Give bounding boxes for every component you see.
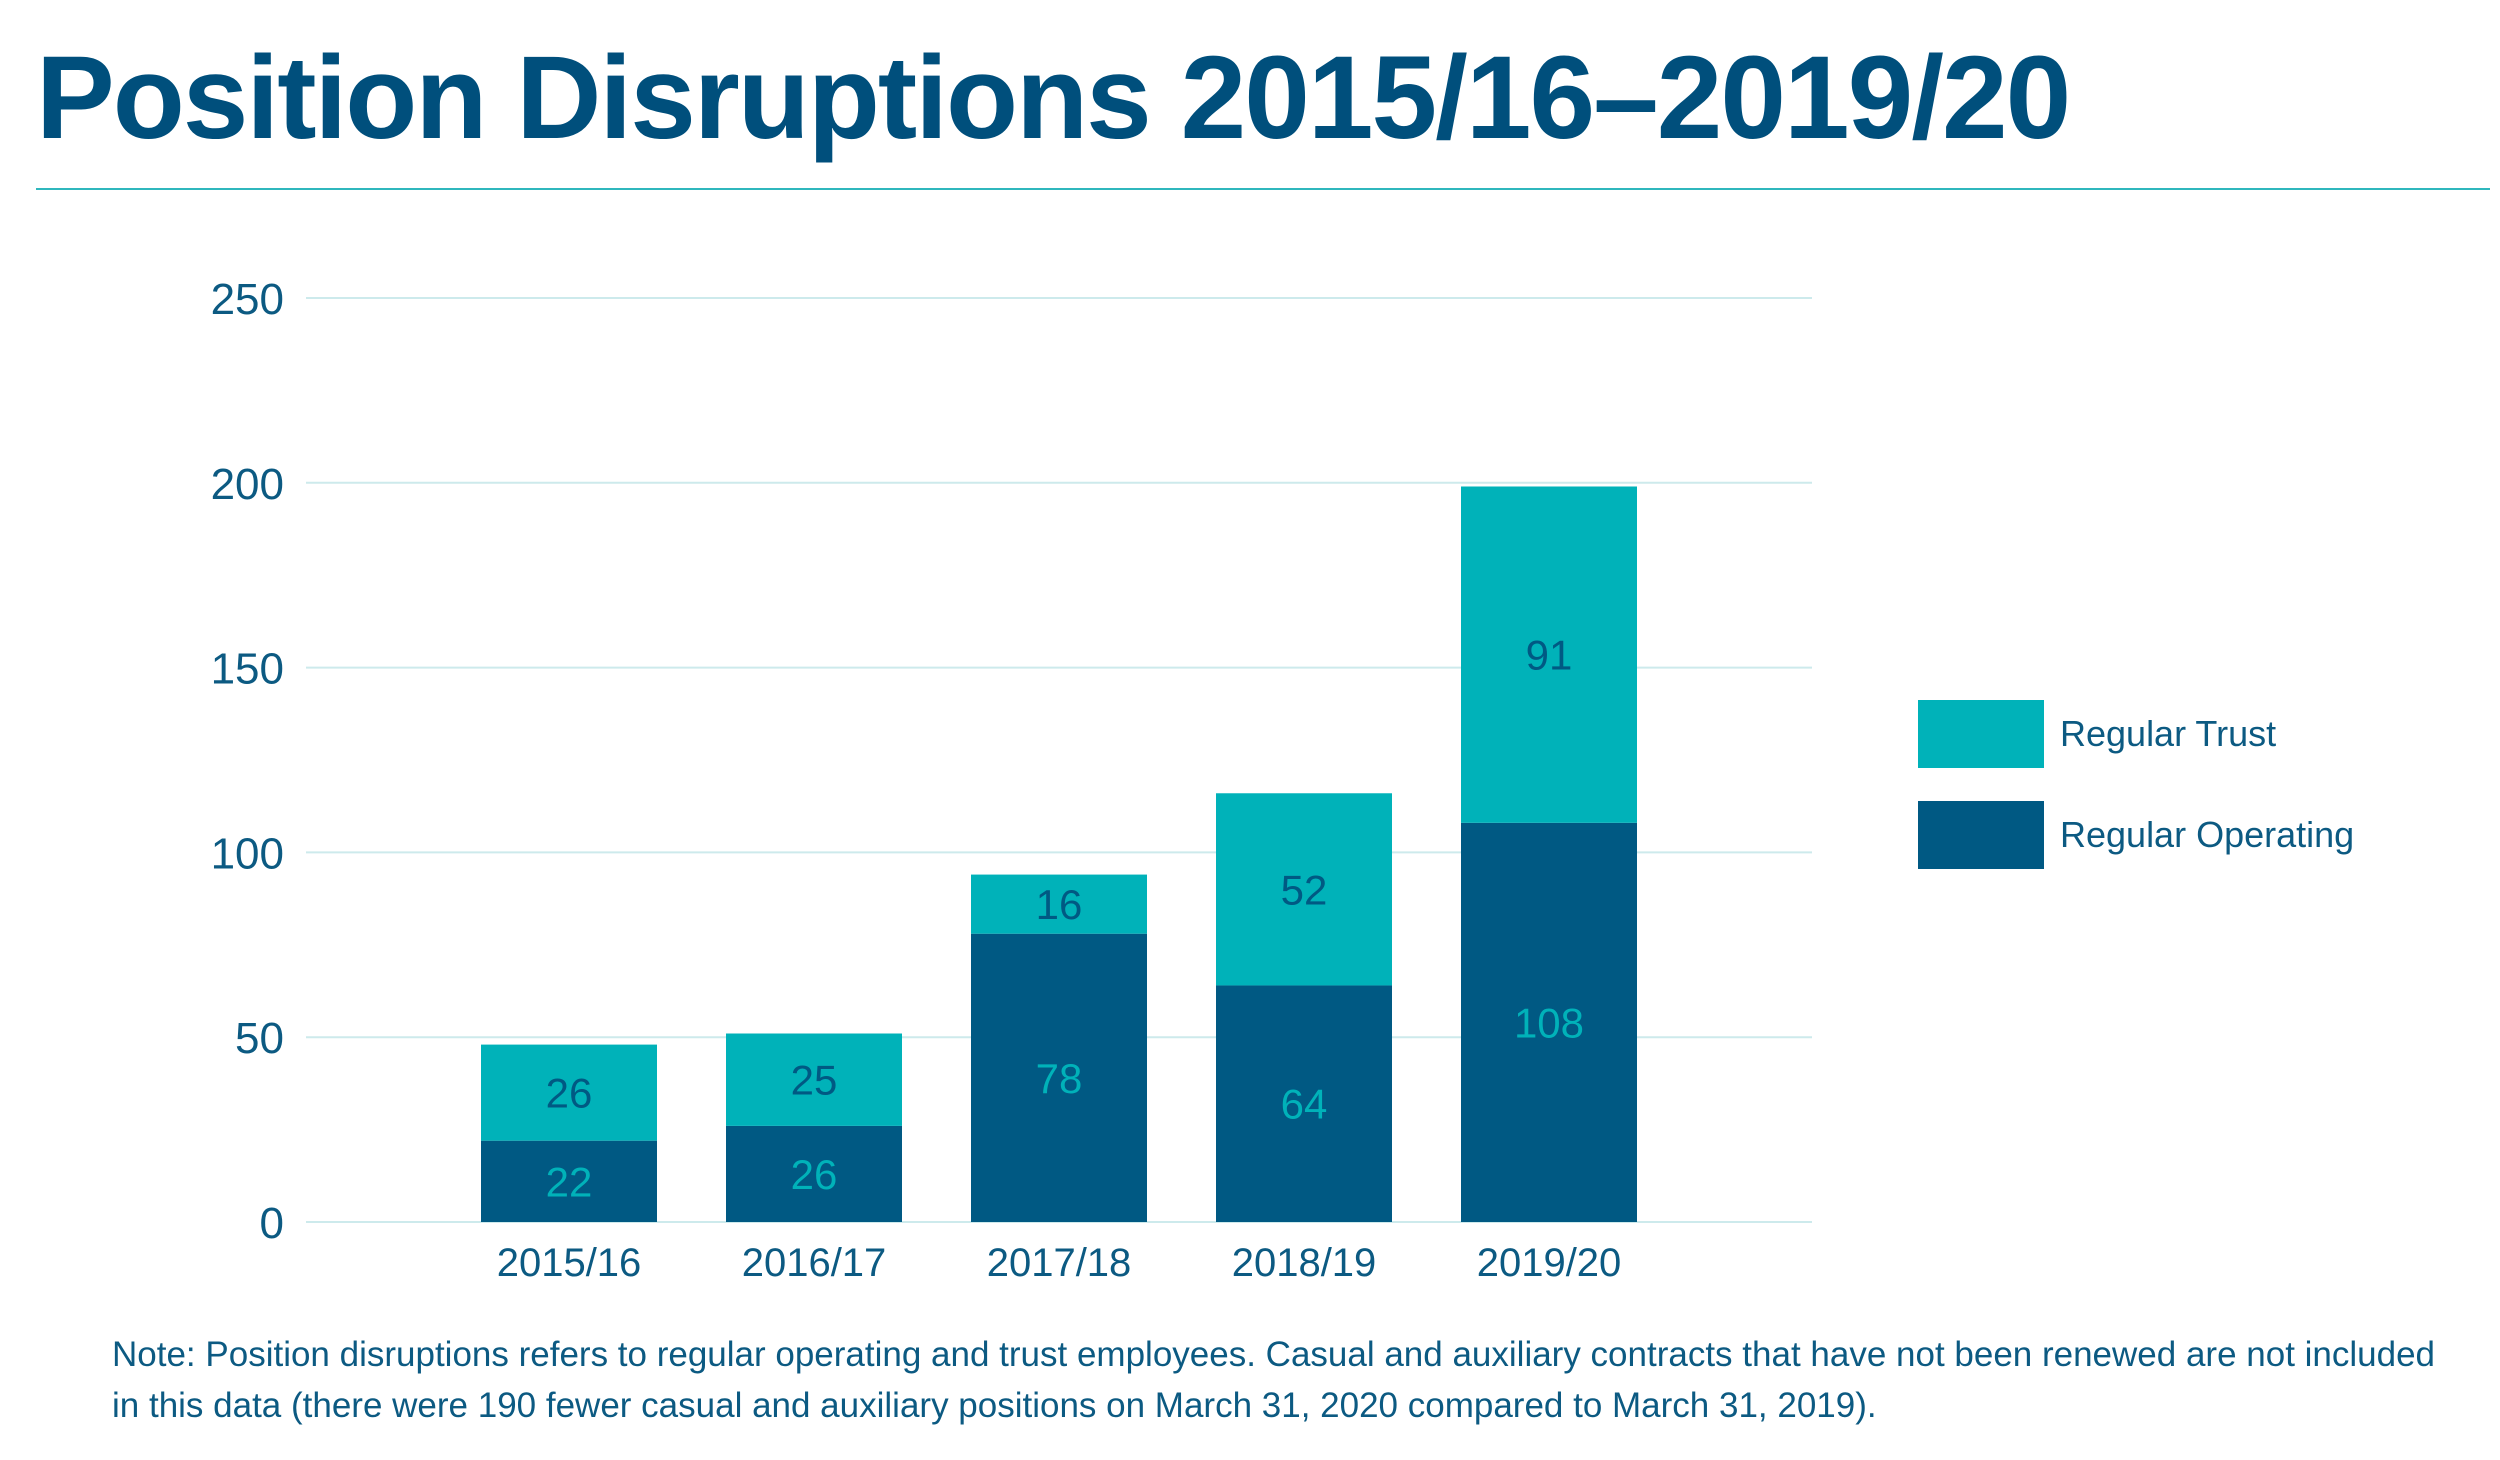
legend-label-regular-trust: Regular Trust <box>2060 713 2276 754</box>
data-label-regular-operating: 64 <box>1281 1081 1328 1128</box>
data-label-regular-operating: 108 <box>1514 999 1584 1046</box>
y-tick-label: 50 <box>235 1014 284 1063</box>
bars <box>481 486 1637 1222</box>
x-tick-label: 2017/18 <box>987 1241 1132 1285</box>
bar-regular-operating <box>481 1140 657 1222</box>
legend-swatch-regular-trust <box>1918 700 2044 768</box>
y-tick-label: 200 <box>211 460 284 509</box>
data-label-regular-trust: 26 <box>546 1070 593 1117</box>
y-tick-label: 250 <box>211 275 284 324</box>
x-axis-ticks: 2015/16 2016/17 2017/18 2018/19 2019/20 <box>497 1241 1622 1285</box>
y-tick-label: 0 <box>260 1199 284 1248</box>
y-axis-ticks: 0 50 100 150 200 250 <box>211 275 284 1248</box>
data-label-regular-trust: 25 <box>791 1057 838 1104</box>
footnote: Note: Position disruptions refers to reg… <box>112 1335 2436 1425</box>
bar-regular-trust <box>971 874 1147 934</box>
bar-regular-operating <box>971 933 1147 1222</box>
data-label-regular-operating: 78 <box>1036 1055 1083 1102</box>
data-label-regular-trust: 52 <box>1281 866 1328 913</box>
data-labels: 22 26 26 25 78 16 64 52 108 91 <box>546 632 1584 1206</box>
bar-regular-operating <box>1216 985 1392 1222</box>
y-tick-label: 150 <box>211 645 284 694</box>
data-label-regular-operating: 22 <box>546 1158 593 1205</box>
x-tick-label: 2018/19 <box>1232 1241 1377 1285</box>
data-label-regular-operating: 26 <box>791 1151 838 1198</box>
bar-regular-operating <box>1461 822 1637 1222</box>
bar-regular-trust <box>1461 486 1637 823</box>
title-divider <box>36 188 2490 190</box>
bar-regular-trust <box>1216 793 1392 986</box>
data-label-regular-trust: 16 <box>1036 881 1083 928</box>
bar-regular-operating <box>726 1125 902 1222</box>
y-tick-label: 100 <box>211 829 284 878</box>
legend-label-regular-operating: Regular Operating <box>2060 814 2354 855</box>
bar-regular-trust <box>726 1033 902 1126</box>
page-title: Position Disruptions 2015/16–2019/20 <box>36 32 2071 164</box>
legend: Regular Trust Regular Operating <box>1918 700 2354 869</box>
x-tick-label: 2015/16 <box>497 1241 642 1285</box>
x-tick-label: 2016/17 <box>742 1241 887 1285</box>
bar-regular-trust <box>481 1044 657 1141</box>
legend-swatch-regular-operating <box>1918 801 2044 869</box>
data-label-regular-trust: 91 <box>1526 632 1573 679</box>
x-tick-label: 2019/20 <box>1477 1241 1622 1285</box>
